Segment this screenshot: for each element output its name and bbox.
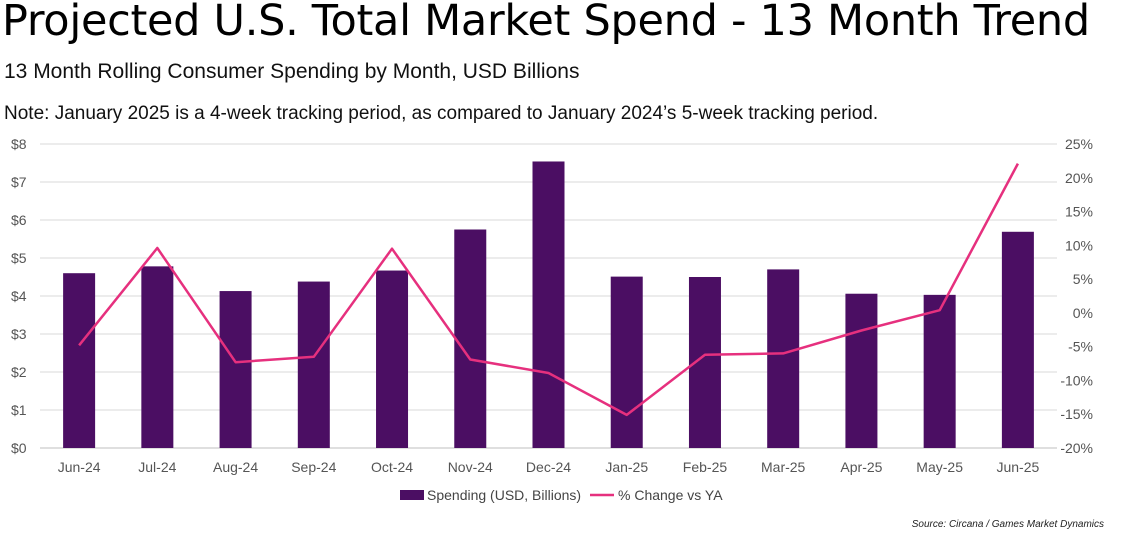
x-tick-label: Nov-24 (448, 459, 493, 475)
spending-bar (767, 269, 800, 448)
x-tick-label: Jun-24 (58, 459, 101, 475)
source-note: Source: Circana / Games Market Dynamics (911, 519, 1104, 530)
right-tick-label: 5% (1073, 271, 1093, 287)
spending-bar (63, 273, 96, 448)
spending-bar (454, 229, 487, 448)
left-tick-label: $1 (11, 402, 27, 418)
x-tick-label: Dec-24 (526, 459, 571, 475)
x-tick-label: Sep-24 (291, 459, 336, 475)
spending-bar (532, 161, 565, 449)
x-tick-label: Jun-25 (996, 459, 1039, 475)
left-tick-label: $2 (11, 364, 27, 380)
chart-title: Projected U.S. Total Market Spend - 13 M… (2, 0, 1090, 46)
x-tick-label: Aug-24 (213, 459, 258, 475)
x-tick-label: Jul-24 (138, 459, 176, 475)
legend-label-spending: Spending (USD, Billions) (427, 487, 581, 503)
left-tick-label: $6 (11, 212, 27, 228)
pct-change-line (78, 163, 1020, 417)
left-tick-label: $7 (11, 174, 27, 190)
right-tick-label: -5% (1068, 339, 1093, 355)
spending-bar (610, 276, 643, 448)
chart-subtitle: 13 Month Rolling Consumer Spending by Mo… (4, 60, 580, 83)
x-tick-label: Apr-25 (840, 459, 882, 475)
left-tick-label: $5 (11, 250, 27, 266)
right-tick-label: -20% (1060, 440, 1093, 456)
chart-note: Note: January 2025 is a 4-week tracking … (4, 103, 879, 124)
legend-label-pct-change: % Change vs YA (618, 487, 723, 503)
left-axis: $0 $1 $2 $3 $4 $5 $6 $7 $8 (11, 136, 27, 456)
x-tick-label: Mar-25 (761, 459, 806, 475)
left-tick-label: $0 (11, 440, 27, 456)
right-tick-label: 10% (1065, 237, 1093, 253)
left-tick-label: $8 (11, 136, 27, 152)
pct-change-polyline (78, 163, 1020, 417)
right-tick-label: -15% (1060, 406, 1093, 422)
left-tick-label: $4 (11, 288, 27, 304)
legend-swatch-spending (400, 490, 424, 500)
spending-bar (297, 281, 330, 448)
right-axis: -20% -15% -10% -5% 0% 5% 10% 15% 20% 25% (1060, 136, 1093, 456)
right-tick-label: 25% (1065, 136, 1093, 152)
spending-bar (1001, 231, 1034, 448)
x-axis: Jun-24 Jul-24 Aug-24 Sep-24 Oct-24 Nov-24 Dec-… (58, 459, 1040, 475)
right-tick-label: 20% (1065, 170, 1093, 186)
spending-bars (63, 161, 1034, 449)
spending-bar (845, 293, 878, 448)
legend: Spending (USD, Billions) % Change vs YA (400, 487, 723, 503)
x-tick-label: Oct-24 (371, 459, 413, 475)
spending-bar (219, 291, 252, 448)
x-tick-label: May-25 (916, 459, 963, 475)
x-tick-label: Jan-25 (605, 459, 648, 475)
right-tick-label: -10% (1060, 372, 1093, 388)
right-tick-label: 0% (1073, 305, 1093, 321)
spending-bar (141, 266, 174, 448)
left-tick-label: $3 (11, 326, 27, 342)
spending-bar (923, 294, 956, 448)
x-tick-label: Feb-25 (683, 459, 728, 475)
spending-bar (376, 270, 409, 448)
right-tick-label: 15% (1065, 204, 1093, 220)
